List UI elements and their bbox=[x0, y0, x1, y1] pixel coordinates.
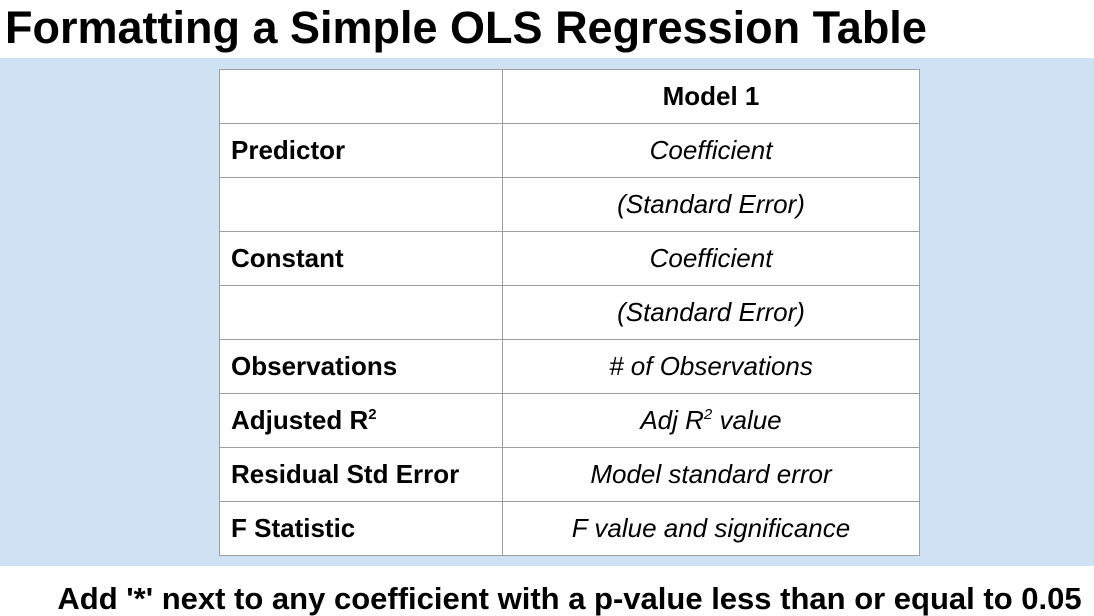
row-label: Constant bbox=[219, 231, 503, 286]
adjusted-r2-label-text: Adjusted R bbox=[231, 405, 369, 435]
row-label: F Statistic bbox=[219, 501, 503, 556]
table-header-row: Model 1 bbox=[219, 69, 920, 124]
row-value: (Standard Error) bbox=[502, 285, 920, 340]
table-row: Residual Std Error Model standard error bbox=[219, 447, 920, 502]
model-column-header: Model 1 bbox=[502, 69, 920, 124]
adjusted-r2-value: Adj R2 value bbox=[502, 393, 920, 448]
table-row: (Standard Error) bbox=[219, 285, 920, 340]
row-value: F value and significance bbox=[502, 501, 920, 556]
adjusted-r2-value-suffix: value bbox=[712, 405, 782, 435]
row-label: Predictor bbox=[219, 123, 503, 178]
row-value: Coefficient bbox=[502, 123, 920, 178]
table-row: Constant Coefficient bbox=[219, 231, 920, 286]
adjusted-r2-label-superscript: 2 bbox=[368, 406, 377, 423]
row-value: Model standard error bbox=[502, 447, 920, 502]
row-value: Coefficient bbox=[502, 231, 920, 286]
row-label bbox=[219, 177, 503, 232]
adjusted-r2-label: Adjusted R2 bbox=[219, 393, 503, 448]
row-label bbox=[219, 285, 503, 340]
table-row: (Standard Error) bbox=[219, 177, 920, 232]
row-value: # of Observations bbox=[502, 339, 920, 394]
row-value: (Standard Error) bbox=[502, 177, 920, 232]
regression-table: Model 1 Predictor Coefficient (Standard … bbox=[219, 69, 920, 556]
adjusted-r2-value-superscript: 2 bbox=[703, 406, 713, 423]
table-row: F Statistic F value and significance bbox=[219, 501, 920, 556]
slide-title: Formatting a Simple OLS Regression Table bbox=[5, 2, 927, 53]
table-row: Observations # of Observations bbox=[219, 339, 920, 394]
row-label: Observations bbox=[219, 339, 503, 394]
table-row-adjusted-r2: Adjusted R2 Adj R2 value bbox=[219, 393, 920, 448]
header-empty-cell bbox=[219, 69, 503, 124]
footer-note: Add '*' next to any coefficient with a p… bbox=[57, 581, 1082, 616]
adjusted-r2-value-prefix: Adj R bbox=[640, 405, 704, 435]
table-row: Predictor Coefficient bbox=[219, 123, 920, 178]
row-label: Residual Std Error bbox=[219, 447, 503, 502]
